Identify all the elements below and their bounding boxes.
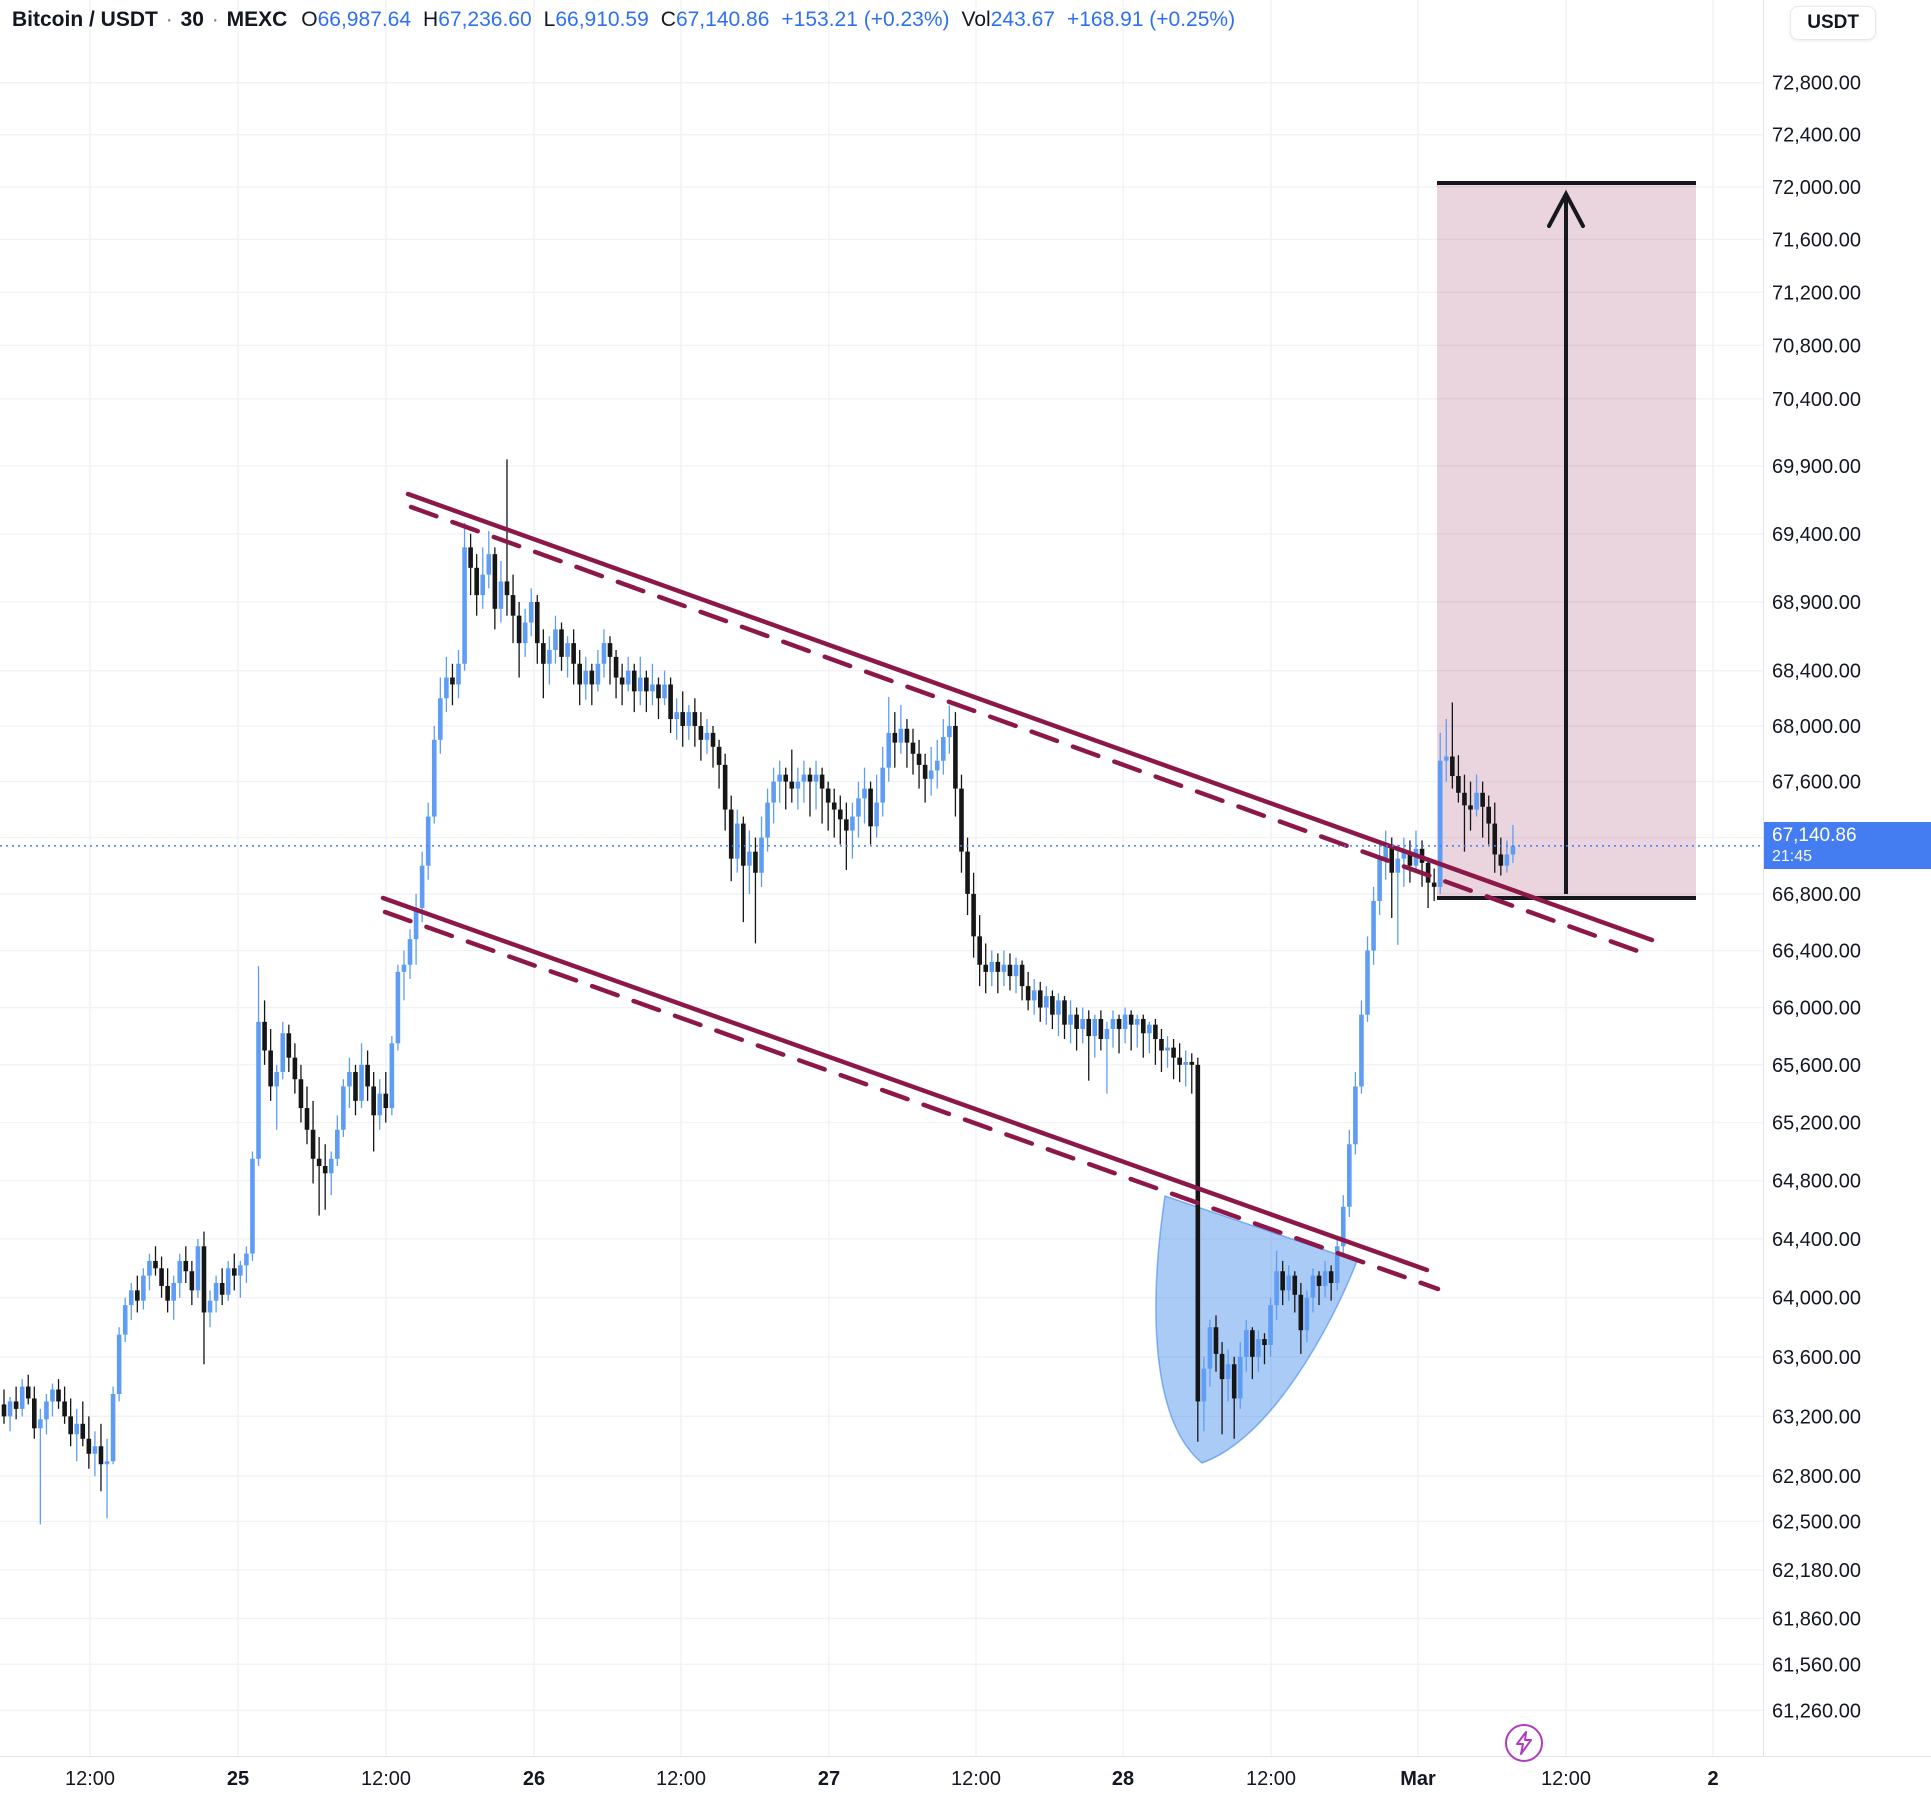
currency-chip[interactable]: USDT xyxy=(1790,6,1876,40)
change-value: +153.21 (+0.23%) xyxy=(781,8,950,31)
svg-text:62,800.00: 62,800.00 xyxy=(1772,1466,1861,1488)
high-value: 67,236.60 xyxy=(438,8,532,31)
lightning-button[interactable] xyxy=(1505,1724,1543,1762)
svg-text:66,000.00: 66,000.00 xyxy=(1772,998,1861,1020)
svg-text:12:00: 12:00 xyxy=(361,1768,411,1790)
svg-text:68,400.00: 68,400.00 xyxy=(1772,661,1861,683)
svg-text:69,400.00: 69,400.00 xyxy=(1772,524,1861,546)
low-label: L xyxy=(543,8,556,31)
lightning-icon xyxy=(1516,1731,1532,1755)
low-value: 66,910.59 xyxy=(555,8,649,31)
interval-value[interactable]: 30 xyxy=(180,8,204,31)
accumulation-arc[interactable] xyxy=(1155,1195,1358,1464)
bar-countdown: 21:45 xyxy=(1772,848,1813,865)
svg-text:71,200.00: 71,200.00 xyxy=(1772,282,1861,304)
legend-separator: · xyxy=(165,8,173,31)
svg-text:12:00: 12:00 xyxy=(1246,1768,1296,1790)
svg-text:68,900.00: 68,900.00 xyxy=(1772,592,1861,614)
svg-text:12:00: 12:00 xyxy=(951,1768,1001,1790)
price-axis[interactable]: 72,800.00 72,400.00 72,000.00 71,600.00 71,2… xyxy=(1772,73,1861,1723)
svg-text:63,600.00: 63,600.00 xyxy=(1772,1347,1861,1369)
svg-text:64,400.00: 64,400.00 xyxy=(1772,1229,1861,1251)
svg-text:72,400.00: 72,400.00 xyxy=(1772,125,1861,147)
svg-text:12:00: 12:00 xyxy=(1541,1768,1591,1790)
svg-text:65,200.00: 65,200.00 xyxy=(1772,1113,1861,1135)
svg-text:68,000.00: 68,000.00 xyxy=(1772,716,1861,738)
last-price-label: 67,140.86 21:45 xyxy=(1764,822,1931,869)
svg-text:72,000.00: 72,000.00 xyxy=(1772,177,1861,199)
svg-text:62,500.00: 62,500.00 xyxy=(1772,1511,1861,1533)
svg-text:62,180.00: 62,180.00 xyxy=(1772,1560,1861,1582)
svg-text:67,600.00: 67,600.00 xyxy=(1772,772,1861,794)
svg-text:12:00: 12:00 xyxy=(65,1768,115,1790)
high-label: H xyxy=(423,8,439,31)
svg-text:65,600.00: 65,600.00 xyxy=(1772,1055,1861,1077)
volume-label: Vol xyxy=(961,8,991,31)
candles-layer xyxy=(1,459,1516,1525)
svg-text:61,860.00: 61,860.00 xyxy=(1772,1608,1861,1630)
ohlc-readout: O66,987.64 H67,236.60 L66,910.59 C67,140… xyxy=(301,8,1235,32)
exchange-name: MEXC xyxy=(226,8,288,31)
svg-text:26: 26 xyxy=(523,1768,545,1790)
target-arrow[interactable] xyxy=(1547,189,1585,894)
svg-text:25: 25 xyxy=(227,1768,249,1790)
volume-value: 243.67 xyxy=(990,8,1055,31)
open-label: O xyxy=(301,8,318,31)
svg-text:70,400.00: 70,400.00 xyxy=(1772,389,1861,411)
svg-text:61,260.00: 61,260.00 xyxy=(1772,1700,1861,1722)
volume-change-value: +168.91 (+0.25%) xyxy=(1066,8,1236,31)
svg-text:72,800.00: 72,800.00 xyxy=(1772,73,1861,95)
svg-text:64,000.00: 64,000.00 xyxy=(1772,1288,1861,1310)
time-axis[interactable]: 12:00 25 12:00 26 12:00 27 12:00 28 12:00 Mar 12:0… xyxy=(65,1768,1719,1790)
svg-text:66,400.00: 66,400.00 xyxy=(1772,941,1861,963)
svg-text:2: 2 xyxy=(1707,1768,1718,1790)
close-label: C xyxy=(660,8,676,31)
open-value: 66,987.64 xyxy=(317,8,412,31)
chart-legend: Bitcoin / USDT · 30 · MEXC O66,987.64 H6… xyxy=(12,8,1235,32)
symbol-pair: Bitcoin / USDT xyxy=(12,8,158,31)
svg-text:12:00: 12:00 xyxy=(656,1768,706,1790)
svg-text:70,800.00: 70,800.00 xyxy=(1772,335,1861,357)
svg-text:28: 28 xyxy=(1112,1768,1134,1790)
svg-text:Mar: Mar xyxy=(1400,1768,1436,1790)
symbol-title[interactable]: Bitcoin / USDT · 30 · MEXC xyxy=(12,8,287,32)
time-axis-separator xyxy=(0,1756,1931,1757)
legend-separator: · xyxy=(211,8,219,31)
close-value: 67,140.86 xyxy=(675,8,770,31)
svg-text:64,800.00: 64,800.00 xyxy=(1772,1171,1861,1193)
svg-text:71,600.00: 71,600.00 xyxy=(1772,229,1861,251)
svg-text:63,200.00: 63,200.00 xyxy=(1772,1406,1861,1428)
svg-text:27: 27 xyxy=(818,1768,840,1790)
svg-text:69,900.00: 69,900.00 xyxy=(1772,456,1861,478)
price-axis-separator xyxy=(1763,0,1764,1756)
channel-lines[interactable] xyxy=(380,491,1655,1292)
last-price-value: 67,140.86 xyxy=(1772,825,1857,846)
svg-text:61,560.00: 61,560.00 xyxy=(1772,1654,1861,1676)
svg-text:66,800.00: 66,800.00 xyxy=(1772,884,1861,906)
